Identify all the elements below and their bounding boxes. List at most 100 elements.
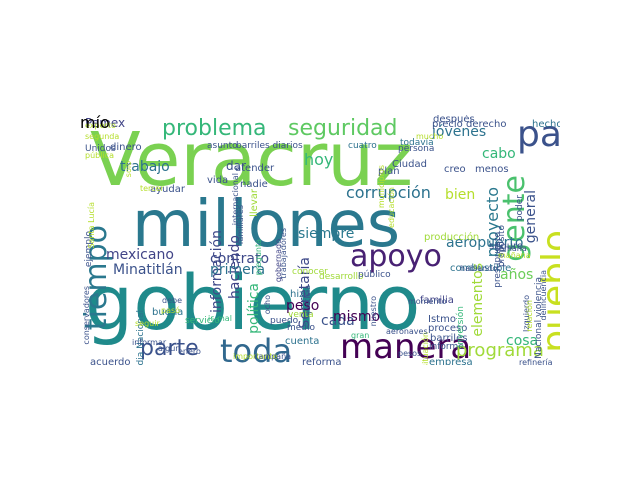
- word: mismo: [333, 309, 381, 325]
- word: peso: [286, 298, 320, 314]
- word: delincuencia: [539, 270, 548, 321]
- word: corrupción: [346, 183, 431, 202]
- word: cosa: [506, 333, 539, 349]
- word: pública: [85, 151, 114, 160]
- word: pesos: [398, 349, 422, 358]
- word: Minatitlán: [113, 262, 183, 278]
- word: seguro: [489, 241, 524, 252]
- word: combustible: [450, 263, 512, 274]
- word: mexicano: [106, 247, 174, 263]
- word: años: [500, 267, 534, 283]
- word: cuatro: [348, 141, 377, 151]
- word: país: [517, 115, 560, 155]
- word: pasó: [161, 306, 181, 315]
- word: trabajadores: [279, 228, 288, 279]
- word: toda: [220, 332, 293, 365]
- word: debe: [162, 296, 182, 305]
- word: general: [523, 190, 539, 244]
- word: Veracruz: [90, 117, 414, 203]
- word: cabo: [482, 146, 516, 162]
- word: primera: [210, 262, 266, 278]
- word: segunda: [85, 132, 120, 141]
- word: conservadores: [82, 286, 91, 345]
- word: conocer: [292, 267, 328, 277]
- word: poder: [515, 195, 525, 222]
- word: barriles diarios: [236, 141, 303, 151]
- word: enero: [178, 347, 201, 356]
- word: seguridad: [288, 116, 398, 141]
- word: contrato: [210, 251, 270, 267]
- word: ir: [208, 314, 214, 323]
- word: millones: [132, 188, 401, 262]
- word: persona: [398, 144, 435, 154]
- word: desarrollo: [319, 272, 364, 282]
- word: siempre: [298, 226, 355, 242]
- word: elementos: [470, 263, 486, 337]
- word: educación: [387, 187, 396, 228]
- word: mucho: [416, 132, 444, 141]
- word: nuestro: [369, 296, 378, 327]
- word: jóvenes: [432, 124, 487, 140]
- word: venta: [288, 310, 314, 320]
- word: internacional: [231, 173, 240, 226]
- word: cada: [321, 313, 355, 329]
- word: llevar: [249, 189, 260, 217]
- word: cuenta: [285, 336, 320, 347]
- word: Unidos: [85, 144, 116, 154]
- word: informe: [429, 342, 464, 352]
- word: hizo: [290, 289, 311, 300]
- word: servicio: [185, 316, 220, 326]
- word: solo: [124, 161, 133, 178]
- word: Inversión: [456, 306, 466, 348]
- word: apoyo: [350, 239, 442, 274]
- word: derecho: [466, 119, 507, 130]
- word: hoy: [304, 150, 334, 169]
- word: importante: [233, 352, 278, 361]
- word: todavía: [400, 138, 434, 148]
- word: manera: [340, 327, 472, 365]
- word: momento: [408, 297, 447, 306]
- word: proceso: [428, 323, 468, 334]
- word: mal: [217, 314, 232, 323]
- word: municipios: [377, 165, 386, 209]
- word: aeronaves: [386, 327, 428, 336]
- word: justicia: [303, 285, 312, 314]
- word: parte: [140, 336, 199, 361]
- word: situación: [421, 332, 430, 365]
- word: Ciudad: [392, 159, 427, 170]
- word: programa: [456, 340, 544, 361]
- word: experto: [85, 121, 116, 130]
- word: medio: [287, 323, 316, 333]
- word: dar: [226, 159, 246, 173]
- word: tercer: [140, 184, 164, 193]
- word: pregunta: [254, 239, 263, 276]
- word: acuerdo: [90, 357, 131, 366]
- word: hecho: [532, 119, 560, 130]
- word: producción: [424, 232, 480, 243]
- word: precio: [432, 119, 463, 130]
- word: hablando: [460, 264, 498, 273]
- word: campaña: [254, 352, 292, 361]
- word: ayudar: [150, 184, 185, 195]
- word: buena: [152, 307, 184, 318]
- word: nadie: [240, 179, 268, 190]
- word: público: [358, 270, 391, 280]
- word: algún: [158, 344, 181, 353]
- word: refinería: [519, 358, 553, 366]
- word: plan: [378, 166, 400, 177]
- word: puedo: [270, 316, 299, 326]
- word: semana: [495, 244, 527, 253]
- word: trabajo: [120, 159, 170, 175]
- word: ocho: [263, 295, 272, 315]
- word: Istmo: [428, 314, 456, 325]
- word: barriles: [430, 333, 468, 344]
- word: Pemex: [85, 116, 126, 130]
- word: relación: [525, 300, 534, 332]
- word: asunto: [207, 141, 238, 151]
- word: política: [246, 283, 262, 334]
- word: problema: [162, 116, 267, 141]
- word: bien: [445, 187, 476, 203]
- word: familia: [420, 295, 454, 306]
- word: dinero: [110, 142, 142, 153]
- word: reforma: [302, 357, 342, 366]
